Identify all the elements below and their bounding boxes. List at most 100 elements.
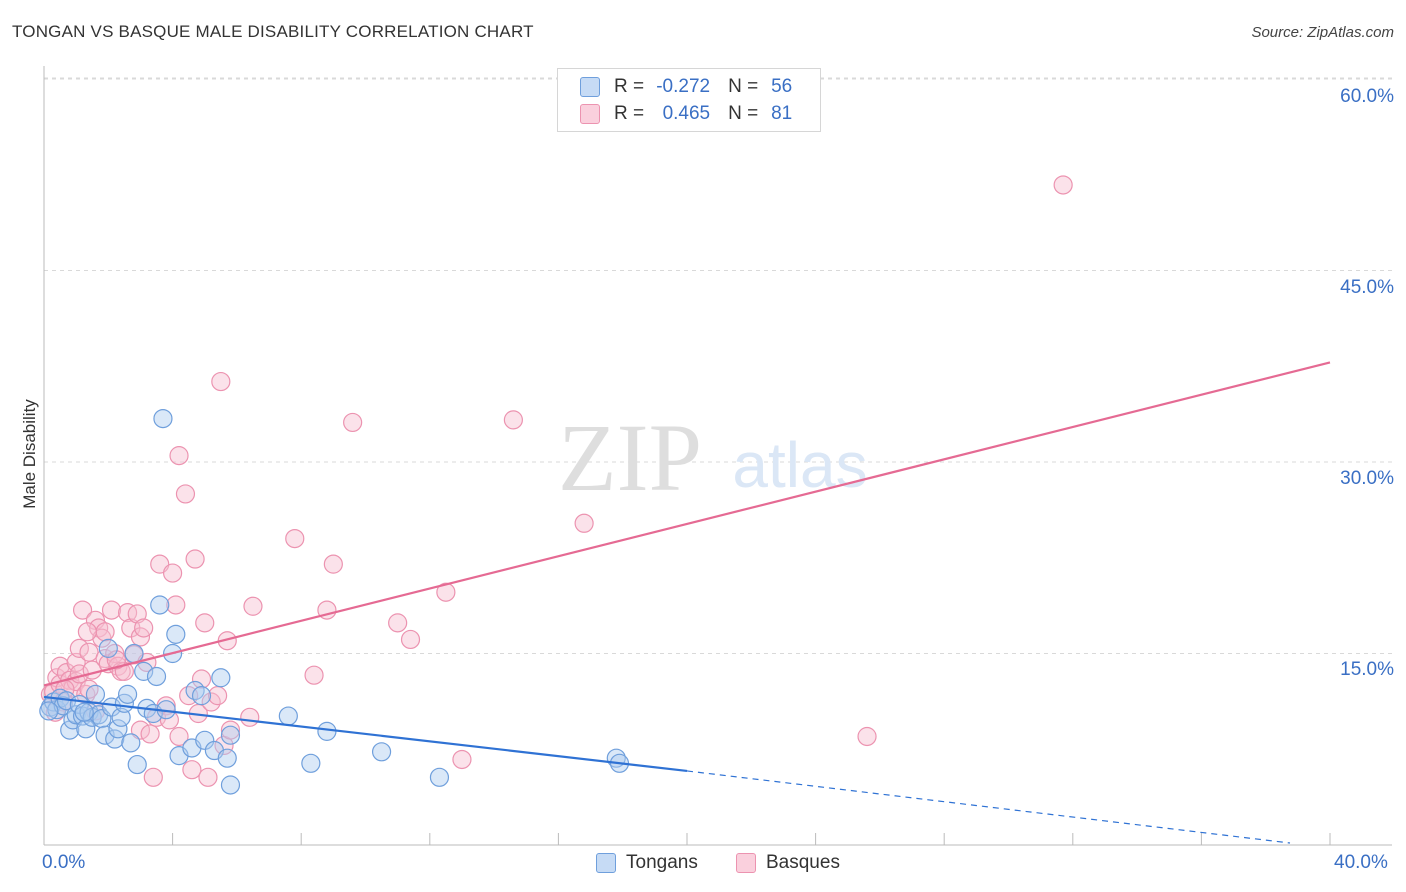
r-value: 0.465 [662, 103, 711, 124]
tongans-point [108, 719, 128, 739]
basques-point [503, 410, 523, 430]
tongans-point [74, 702, 94, 722]
y-tick-45: 45.0% [1340, 277, 1394, 298]
x-tick-max: 40.0% [1334, 852, 1388, 873]
basques-point [77, 622, 98, 642]
basques-point [143, 767, 163, 787]
legend-tongans-swatch [596, 853, 616, 873]
basques-point [436, 582, 456, 602]
tongans-point [278, 706, 298, 726]
tongans-point [134, 661, 154, 681]
basques-point [220, 720, 241, 740]
basques-point [79, 642, 99, 662]
basques-point [79, 679, 99, 699]
tongans-point [101, 697, 122, 717]
watermark: ZIP atlas [558, 404, 868, 511]
legend-basques-swatch [736, 853, 756, 873]
tongans-point [220, 725, 241, 745]
trend-lines [43, 361, 1331, 844]
tongans-point [185, 680, 205, 701]
n-value: 81 [771, 103, 793, 124]
y-axis-label: Male Disability [20, 399, 39, 509]
n-label: N = [728, 76, 759, 97]
basques-point [163, 563, 183, 583]
basques-point [240, 707, 260, 727]
x-tick-min: 0.0% [42, 852, 86, 873]
basques-point [185, 549, 205, 569]
basques-point [191, 669, 212, 689]
basques-point [208, 686, 228, 706]
chart-title: TONGAN VS BASQUE MALE DISABILITY CORRELA… [12, 22, 534, 41]
basques-point [117, 603, 138, 623]
y-tick-60: 60.0% [1340, 86, 1394, 107]
basques-point [134, 618, 154, 638]
tongans-point [301, 753, 321, 773]
basques-point [1053, 175, 1073, 195]
basques-point [166, 595, 186, 615]
tongans-point [371, 742, 392, 762]
basques-point [106, 650, 126, 670]
basques-point [105, 643, 125, 664]
tongans-point [220, 775, 241, 795]
tongans-point [191, 686, 212, 706]
tongans-point [121, 733, 141, 753]
tongans-point [117, 684, 138, 704]
tongans-point [98, 638, 118, 658]
legend-tongans-label: Tongans [626, 852, 698, 873]
legend-tongans[interactable]: Tongans [596, 852, 698, 874]
tongans-trend-line [43, 695, 688, 773]
source-label: Source: ZipAtlas.com [1251, 24, 1394, 41]
basques-point [243, 596, 263, 616]
tongans-point [39, 701, 59, 721]
basques-point [72, 600, 93, 620]
y-tick-30: 30.0% [1340, 468, 1394, 489]
basques-point [574, 513, 594, 533]
r-label: R = [614, 76, 645, 97]
n-label: N = [728, 103, 759, 124]
tongans-point [76, 719, 96, 739]
basques-point [198, 767, 218, 787]
tongans-point [124, 643, 144, 664]
basques-point [182, 760, 202, 780]
basques-point [452, 749, 472, 770]
basques-point [400, 629, 421, 650]
tongans-point [146, 666, 167, 687]
gridlines [44, 77, 1392, 654]
basques-point [388, 613, 408, 633]
tongans-point [195, 730, 215, 750]
stats-row-basques: R = 0.465 N = 81 [580, 100, 792, 128]
tongans-point [317, 721, 337, 741]
basques-point [130, 720, 151, 740]
tongans-point [85, 684, 106, 704]
r-label: R = [614, 103, 645, 124]
basques-point [323, 554, 343, 574]
n-value: 56 [771, 76, 793, 97]
basques-point [66, 652, 86, 673]
tongans-swatch [580, 77, 600, 97]
basques-point [140, 724, 160, 744]
basques-point [175, 484, 196, 504]
watermark-atlas: atlas [732, 429, 867, 501]
stats-box: R = -0.272 N = 56 R = 0.465 N = 81 [557, 68, 821, 132]
tongans-point [111, 707, 131, 727]
tongans-point [150, 595, 170, 615]
basques-point [69, 638, 89, 658]
basques-swatch [580, 104, 600, 124]
basques-point [304, 665, 324, 685]
basques-point [101, 600, 122, 620]
legend-basques[interactable]: Basques [736, 852, 840, 874]
tongans-point [105, 729, 125, 749]
tongans-point [153, 408, 173, 429]
tongans-point [429, 767, 450, 787]
axes [43, 66, 1392, 846]
basques-point [195, 613, 215, 633]
basques-point [169, 446, 189, 466]
watermark-zip: ZIP [558, 404, 702, 511]
tongans-point [217, 748, 237, 768]
stats-row-tongans: R = -0.272 N = 56 [580, 73, 792, 101]
legend-basques-label: Basques [766, 852, 840, 873]
basques-point [211, 371, 231, 392]
basques-trend-line [43, 361, 1331, 687]
r-value: -0.272 [656, 76, 711, 97]
